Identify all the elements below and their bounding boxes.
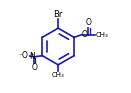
Text: ⁻O: ⁻O <box>18 51 28 60</box>
Text: CH₃: CH₃ <box>95 32 108 38</box>
Text: N: N <box>29 52 34 61</box>
Text: O: O <box>85 18 91 27</box>
Text: Br: Br <box>53 10 63 19</box>
Text: O: O <box>31 63 37 72</box>
Text: CH₃: CH₃ <box>52 72 65 78</box>
Text: O: O <box>82 30 88 39</box>
Text: +: + <box>29 52 34 57</box>
